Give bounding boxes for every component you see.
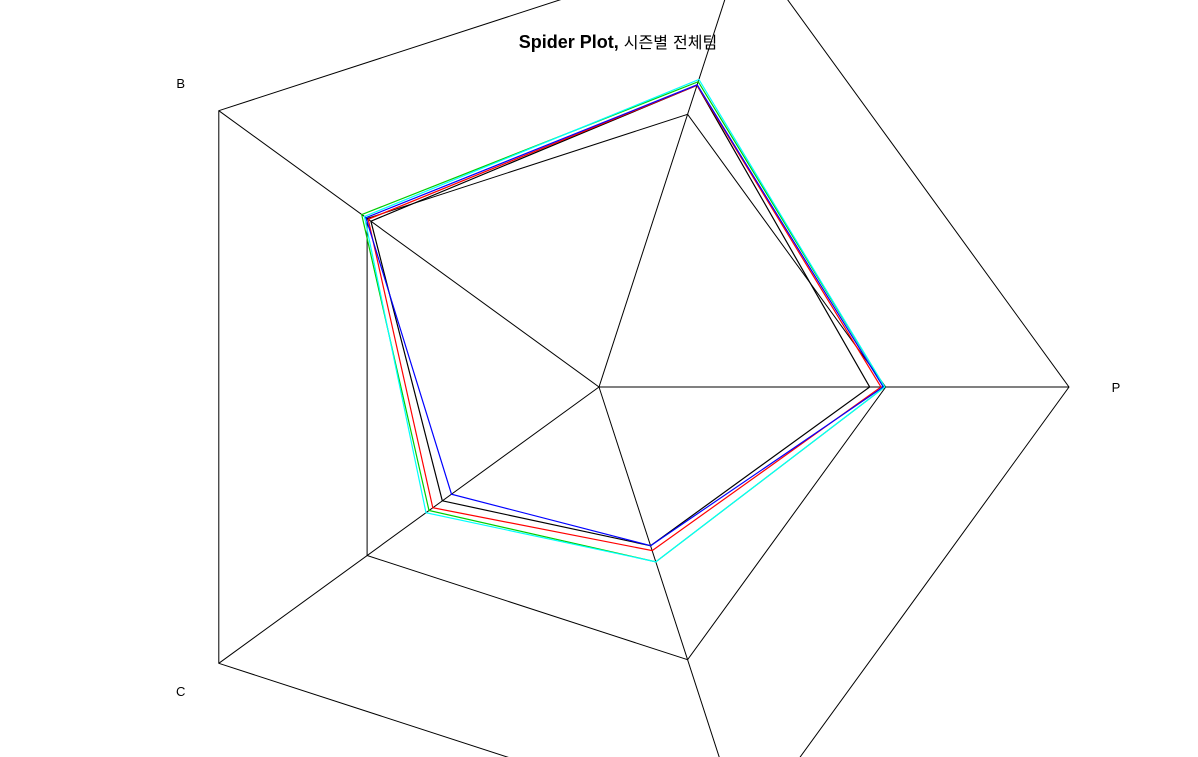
radar-spoke bbox=[598, 386, 720, 757]
radar-series-line bbox=[365, 84, 885, 547]
radar-grid-ring bbox=[366, 113, 887, 661]
chart-title-sub: 시즌별 전체팀 bbox=[623, 33, 718, 52]
radar-series-line bbox=[370, 84, 871, 547]
radar-grid-ring bbox=[218, 0, 1070, 757]
radar-spoke bbox=[218, 386, 600, 664]
axis-label-c: C bbox=[176, 684, 185, 699]
radar-series bbox=[361, 78, 886, 563]
radar-spoke bbox=[218, 110, 600, 388]
radar-series-line bbox=[367, 84, 882, 552]
axis-label-p: P bbox=[1112, 380, 1121, 395]
radar-series-line bbox=[361, 80, 886, 563]
radar-spoke bbox=[598, 0, 726, 388]
radar-series-line bbox=[363, 78, 886, 563]
chart-title-main: Spider Plot, bbox=[518, 32, 619, 52]
chart-title: Spider Plot, 시즌별 전체팀 bbox=[0, 29, 1198, 53]
axis-label-b: B bbox=[176, 76, 185, 91]
axis-labels: P B C bbox=[176, 76, 1120, 699]
radar-grid bbox=[218, 0, 1070, 757]
